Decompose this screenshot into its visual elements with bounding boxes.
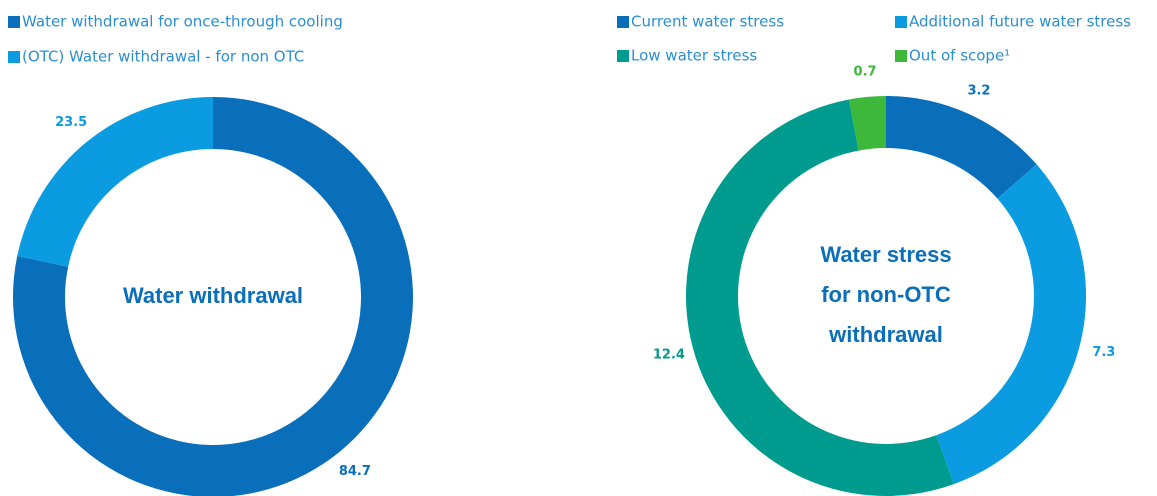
value-label: 3.2	[967, 84, 990, 99]
legend-label: Out of scope¹	[909, 47, 1010, 65]
donut-slice	[848, 96, 886, 151]
legend-swatch	[8, 16, 20, 28]
legend-swatch	[8, 51, 20, 63]
center-title: Water withdrawal	[123, 283, 303, 308]
center-title: for non-OTC	[821, 282, 951, 307]
legend-swatch	[617, 50, 629, 62]
legend-label: Water withdrawal for once-through coolin…	[22, 13, 343, 31]
legend-label: Additional future water stress	[909, 13, 1131, 31]
legend-label: Current water stress	[631, 13, 784, 31]
legend-label: (OTC) Water withdrawal - for non OTC	[22, 48, 304, 66]
value-label: 7.3	[1092, 345, 1115, 360]
value-label: 23.5	[55, 115, 87, 130]
legend-swatch	[895, 50, 907, 62]
donut-slice	[886, 96, 1037, 199]
legend-swatch	[895, 16, 907, 28]
donut-slice	[686, 99, 954, 496]
legend-swatch	[617, 16, 629, 28]
value-label: 0.7	[854, 64, 877, 79]
donut-slice	[936, 164, 1086, 485]
center-title: Water stress	[820, 242, 951, 267]
legend-label: Low water stress	[631, 47, 757, 65]
center-title: withdrawal	[828, 322, 943, 347]
value-label: 12.4	[653, 348, 685, 363]
value-label: 84.7	[339, 464, 371, 479]
donut-slice	[17, 97, 213, 267]
